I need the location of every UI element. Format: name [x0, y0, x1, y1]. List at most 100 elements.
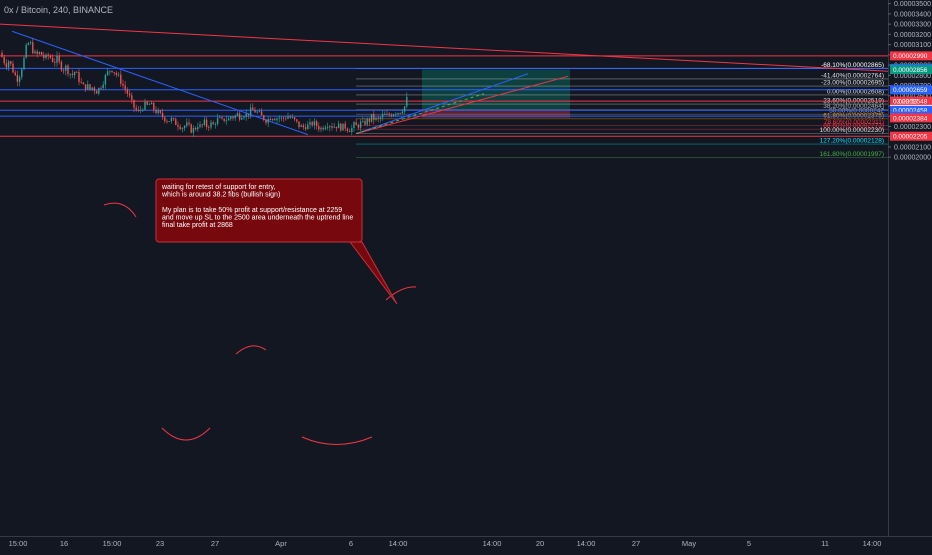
- candle-body: [34, 51, 36, 54]
- candle-body: [324, 127, 327, 130]
- time-tick-label: 15:00: [103, 539, 122, 548]
- downtrend-line-blue[interactable]: [11, 30, 309, 136]
- candle-body: [318, 126, 320, 130]
- candle-body: [381, 114, 384, 118]
- time-tick-label: 14:00: [863, 539, 882, 548]
- freehand-arc: [385, 286, 417, 301]
- candle-body: [238, 113, 241, 120]
- candle-body: [300, 125, 302, 127]
- candle-body: [203, 119, 206, 125]
- time-tick-label: 11: [821, 539, 829, 548]
- candle-body: [313, 121, 316, 126]
- candle-body: [269, 118, 272, 121]
- candle-body: [100, 87, 102, 89]
- time-tick-label: May: [682, 539, 696, 548]
- stop-loss-zone[interactable]: [422, 109, 570, 118]
- candle-body: [201, 124, 203, 126]
- candle-body: [296, 119, 298, 122]
- candle-body: [183, 125, 186, 129]
- candle-body: [267, 118, 269, 123]
- candle-body: [67, 65, 69, 75]
- candle-body: [109, 70, 111, 72]
- candle-body: [271, 118, 274, 121]
- candle-body: [320, 127, 322, 130]
- candle-body: [260, 111, 263, 116]
- candle-body: [80, 81, 82, 83]
- symbol-title: 0x / Bitcoin, 240, BINANCE: [4, 5, 113, 15]
- candle-body: [214, 123, 217, 125]
- price-badge-label: 0.00002659: [893, 87, 928, 94]
- candle-body: [82, 82, 85, 85]
- candle-body: [216, 117, 219, 124]
- candle-body: [223, 118, 225, 121]
- annotation-text-line: which is around 38.2 fibs (bullish sign): [161, 192, 280, 199]
- time-axis: 15:00 16 15:00 23 27 Apr 6 14:00 14:00 20 14:00 27 M…: [0, 536, 932, 550]
- candle-body: [326, 127, 329, 128]
- candle-body: [148, 104, 151, 105]
- candle-body: [45, 54, 47, 58]
- downtrend-line-red[interactable]: [0, 23, 889, 72]
- price-badge: [890, 113, 932, 123]
- candle-body: [210, 122, 212, 128]
- annotation-pointer: [348, 241, 398, 305]
- price-badge: [890, 96, 932, 106]
- price-badge: [890, 65, 932, 75]
- candle-body: [311, 122, 313, 126]
- uptrend-line-red[interactable]: [355, 75, 569, 135]
- candle-body: [302, 125, 305, 128]
- annotation-box[interactable]: [155, 178, 363, 243]
- candle-body: [194, 128, 197, 130]
- candle-body: [133, 99, 135, 108]
- horizontal-lines[interactable]: [0, 55, 888, 137]
- annotation-note[interactable]: waiting for retest of support for entry,…: [155, 178, 398, 305]
- candle-body: [21, 69, 23, 78]
- price-badge-label: 0.00002856: [893, 67, 928, 74]
- candle-body: [287, 116, 289, 119]
- candle-body: [219, 117, 221, 119]
- price-badge: [890, 131, 932, 141]
- candle-body: [47, 54, 49, 57]
- candle-body: [225, 120, 228, 122]
- candle-body: [104, 74, 107, 85]
- candle-body: [139, 109, 142, 111]
- candle-body: [128, 93, 131, 96]
- candle-body: [212, 122, 214, 125]
- candle-body: [16, 75, 19, 82]
- candle-body: [256, 111, 258, 113]
- candle-body: [399, 112, 401, 114]
- candle-body: [124, 85, 126, 90]
- candle-body: [285, 118, 287, 120]
- candle-body: [65, 65, 67, 71]
- candle-body: [227, 118, 230, 121]
- candle-body: [166, 121, 168, 122]
- price-badge-label: 0.00002458: [893, 108, 928, 115]
- price-badge: [890, 51, 932, 61]
- price-tick-label: 0.00003500: [894, 1, 931, 8]
- time-tick-label: 27: [211, 539, 219, 548]
- candle-body: [304, 127, 307, 130]
- candle-body: [247, 113, 250, 116]
- candle-body: [60, 61, 63, 71]
- candle-body: [51, 57, 54, 62]
- candle-body: [335, 126, 338, 129]
- uptrend-line-blue[interactable]: [355, 73, 529, 135]
- fib-label: -23.00%(0.00002695): [821, 80, 884, 87]
- candle-body: [370, 114, 373, 122]
- candle-body: [84, 84, 87, 90]
- freehand-arc: [301, 436, 373, 445]
- time-tick-label: 15:00: [9, 539, 28, 548]
- trend-lines[interactable]: [0, 23, 889, 136]
- price-tick-label: 0.00002100: [894, 144, 931, 151]
- candle-body: [38, 51, 41, 54]
- candle-body: [388, 114, 390, 115]
- price-badge: [890, 85, 932, 95]
- candle-body: [364, 121, 366, 125]
- candle-body: [181, 128, 184, 129]
- candle-body: [375, 117, 377, 120]
- annotation-text-line: waiting for retest of support for entry,: [161, 184, 276, 191]
- price-tick-label: 0.00003400: [894, 11, 931, 18]
- candle-body: [159, 110, 162, 113]
- dashed-uptrend-line[interactable]: [355, 93, 485, 135]
